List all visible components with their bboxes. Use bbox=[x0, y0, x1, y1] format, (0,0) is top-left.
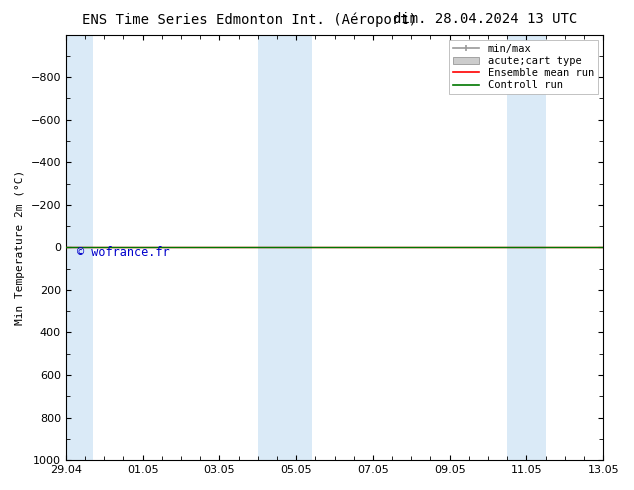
Bar bbox=[258, 35, 311, 460]
Bar bbox=[507, 35, 546, 460]
Legend: min/max, acute;cart type, Ensemble mean run, Controll run: min/max, acute;cart type, Ensemble mean … bbox=[449, 40, 598, 95]
Y-axis label: Min Temperature 2m (°C): Min Temperature 2m (°C) bbox=[15, 170, 25, 325]
Text: © wofrance.fr: © wofrance.fr bbox=[77, 246, 169, 259]
Text: dim. 28.04.2024 13 UTC: dim. 28.04.2024 13 UTC bbox=[393, 12, 578, 26]
Bar bbox=[66, 35, 93, 460]
Text: ENS Time Series Edmonton Int. (Aéroport): ENS Time Series Edmonton Int. (Aéroport) bbox=[82, 12, 417, 27]
